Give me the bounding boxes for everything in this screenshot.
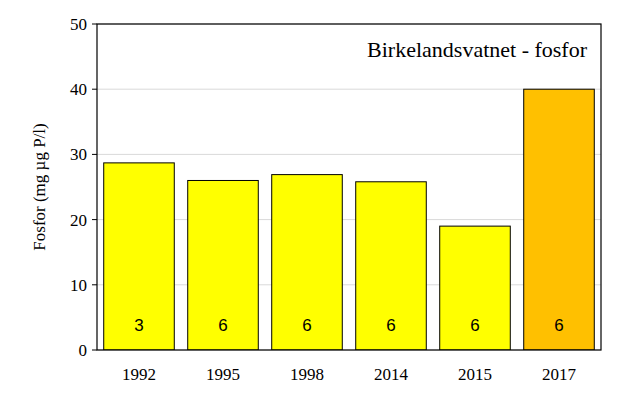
- y-tick: [92, 350, 97, 351]
- x-tick-label: 1998: [290, 365, 324, 384]
- plot-frame: [97, 24, 601, 350]
- y-tick: [92, 24, 97, 25]
- sample-count: 6: [218, 316, 227, 335]
- bar: [104, 163, 175, 350]
- sample-count: 6: [470, 316, 479, 335]
- y-tick: [92, 89, 97, 90]
- x-tick-label: 1992: [122, 365, 156, 384]
- sample-count: 6: [386, 316, 395, 335]
- y-tick: [92, 154, 97, 155]
- chart: 0 10 20 30 40 50 3 6 6 6 6 6 1992 1995 1998 2014 2015 201…: [0, 0, 630, 402]
- chart-root: 0 10 20 30 40 50 3 6 6 6 6 6 1992 1995 1998 2014 2015 201…: [0, 0, 630, 402]
- bar: [524, 89, 595, 350]
- bar: [440, 226, 511, 350]
- x-tick-label: 2017: [542, 365, 577, 384]
- y-tick-label: 20: [70, 211, 87, 230]
- y-tick-label: 0: [79, 341, 88, 360]
- sample-count: 3: [134, 316, 143, 335]
- x-tick-label: 2014: [374, 365, 409, 384]
- bar: [356, 182, 427, 350]
- sample-count: 6: [554, 316, 563, 335]
- sample-count: 6: [302, 316, 311, 335]
- title: Birkelandsvatnet - fosfor: [367, 37, 588, 62]
- y-tick-label: 10: [70, 276, 87, 295]
- y-tick: [92, 219, 97, 220]
- bars: [104, 89, 595, 350]
- y-tick: [92, 284, 97, 285]
- y-tick-label: 50: [70, 15, 87, 34]
- x-tick-label: 2015: [458, 365, 492, 384]
- x-tick-label: 1995: [206, 365, 240, 384]
- y-axis-label: Fosfor (mg µg P/l): [30, 123, 49, 250]
- y-tick-label: 40: [70, 80, 87, 99]
- bar: [188, 180, 259, 350]
- bar: [272, 175, 343, 350]
- y-tick-label: 30: [70, 145, 87, 164]
